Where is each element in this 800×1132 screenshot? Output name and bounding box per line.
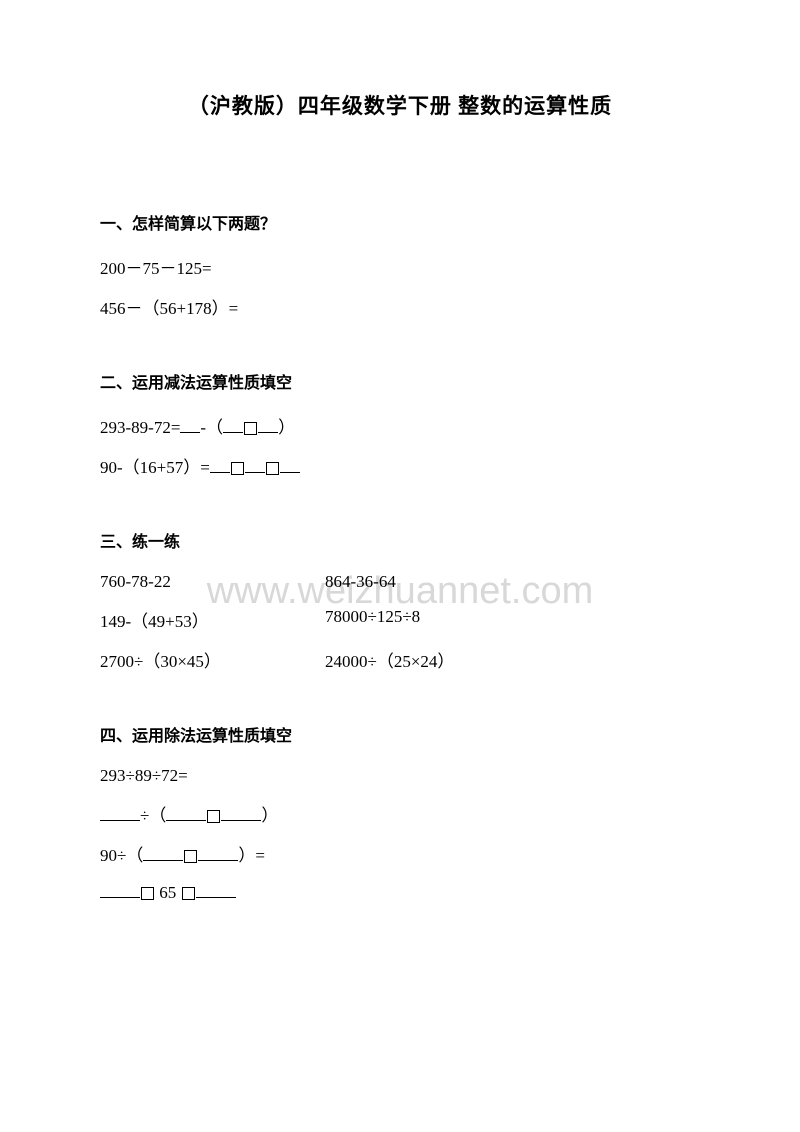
- fill-blank: [223, 416, 243, 433]
- fill-box: [207, 810, 220, 823]
- section-2-heading: 二、运用减法运算性质填空: [100, 369, 700, 393]
- problem-fragment: ÷（: [140, 806, 166, 825]
- problem-text: 760-78-22: [100, 572, 325, 592]
- fill-blank: [100, 804, 140, 821]
- problem-row: 149-（49+53） 78000÷125÷8: [100, 607, 700, 632]
- problem-fragment: 90-（16+57）=: [100, 458, 210, 477]
- problem-fragment: ）=: [238, 846, 265, 865]
- fill-blank: [166, 804, 206, 821]
- problem-text: 65: [100, 881, 700, 903]
- problem-row: 760-78-22 864-36-64: [100, 572, 700, 592]
- fill-blank: [210, 456, 230, 473]
- problem-text: 2700÷（30×45）: [100, 647, 325, 672]
- fill-box: [141, 887, 154, 900]
- problem-fragment: 65: [155, 883, 181, 902]
- page-title: （沪教版）四年级数学下册 整数的运算性质: [100, 90, 700, 120]
- problem-text: 24000÷（25×24）: [325, 647, 454, 672]
- problem-fragment: ）: [278, 418, 295, 437]
- fill-blank: [198, 844, 238, 861]
- problem-text: 864-36-64: [325, 572, 396, 592]
- problem-text: 200－75－125=: [100, 254, 700, 279]
- fill-box: [266, 462, 279, 475]
- problem-text: 90÷（ ）=: [100, 841, 700, 866]
- problem-text: 90-（16+57）=: [100, 453, 700, 478]
- document-content: （沪教版）四年级数学下册 整数的运算性质 一、怎样简算以下两题？ 200－75－…: [100, 90, 700, 903]
- fill-blank: [100, 881, 140, 898]
- problem-text: 78000÷125÷8: [325, 607, 420, 632]
- fill-blank: [280, 456, 300, 473]
- section-1-heading: 一、怎样简算以下两题？: [100, 210, 700, 234]
- problem-text: 456－（56+178）=: [100, 294, 700, 319]
- problem-fragment: 293-89-72=: [100, 418, 180, 437]
- problem-fragment: ）: [261, 806, 278, 825]
- problem-text: 149-（49+53）: [100, 607, 325, 632]
- fill-blank: [258, 416, 278, 433]
- fill-box: [184, 850, 197, 863]
- section-4-heading: 四、运用除法运算性质填空: [100, 722, 700, 746]
- problem-text: ÷（ ）: [100, 801, 700, 826]
- fill-blank: [143, 844, 183, 861]
- problem-text: 293÷89÷72=: [100, 766, 700, 786]
- problem-row: 2700÷（30×45） 24000÷（25×24）: [100, 647, 700, 672]
- fill-box: [182, 887, 195, 900]
- fill-box: [244, 422, 257, 435]
- problem-fragment: -（: [200, 418, 223, 437]
- fill-blank: [245, 456, 265, 473]
- problem-text: 293-89-72= -（ ）: [100, 413, 700, 438]
- fill-blank: [180, 416, 200, 433]
- fill-box: [231, 462, 244, 475]
- fill-blank: [196, 881, 236, 898]
- section-3-heading: 三、练一练: [100, 528, 700, 552]
- fill-blank: [221, 804, 261, 821]
- problem-fragment: 90÷（: [100, 846, 143, 865]
